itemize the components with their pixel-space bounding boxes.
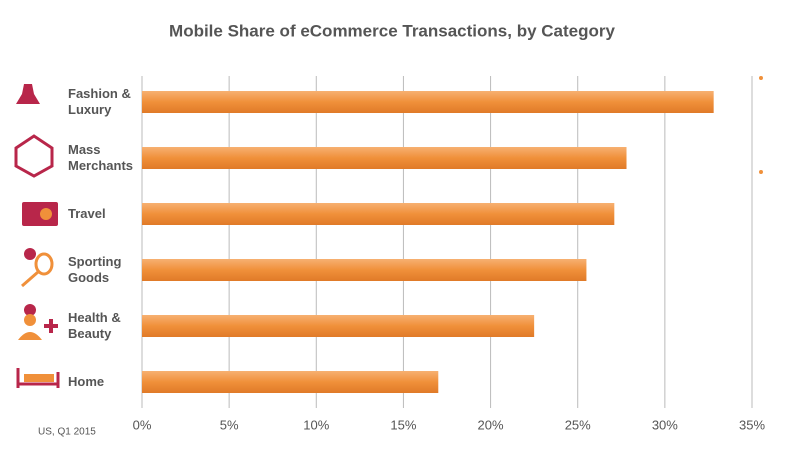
icons: [14, 84, 60, 388]
x-tick-label: 5%: [220, 417, 239, 432]
bar: [142, 147, 627, 169]
decoration-dot: [759, 170, 763, 174]
y-tick-label: Travel: [68, 206, 106, 221]
y-tick-label: Health & Beauty: [68, 310, 121, 341]
y-tick-label: Sporting Goods: [68, 254, 122, 285]
x-tick-label: 20%: [478, 417, 504, 432]
icon-body: [18, 332, 42, 340]
icon-plus: [44, 319, 58, 333]
footnote: US, Q1 2015: [38, 427, 96, 438]
x-tick-label: 15%: [390, 417, 416, 432]
bar: [142, 371, 439, 393]
icon-ball: [24, 248, 36, 260]
x-tick-label: 35%: [739, 417, 765, 432]
bar: [142, 203, 615, 225]
icon-bed-mattress: [24, 374, 54, 382]
x-tick-label: 10%: [303, 417, 329, 432]
icon-racket: [34, 252, 54, 276]
bar: [142, 259, 587, 281]
x-tick-label: 25%: [565, 417, 591, 432]
icon-bed: [16, 368, 60, 388]
y-tick-label: Fashion & Luxury: [68, 86, 131, 117]
x-tick-label: 30%: [652, 417, 678, 432]
icon-head: [24, 314, 36, 326]
y-tick-label: Mass Merchants: [68, 142, 134, 173]
bar: [142, 315, 535, 337]
x-tick-label: 0%: [133, 417, 152, 432]
bar: [142, 91, 714, 113]
icon-head-top: [24, 304, 36, 316]
icon-racket-handle: [21, 270, 39, 288]
icon-tag: [40, 208, 52, 220]
chart-title: Mobile Share of eCommerce Transactions, …: [169, 21, 615, 40]
icon-box: [14, 134, 54, 178]
y-tick-label: Home: [68, 374, 105, 389]
icon-dress: [16, 84, 40, 104]
decoration-dot: [759, 76, 763, 80]
